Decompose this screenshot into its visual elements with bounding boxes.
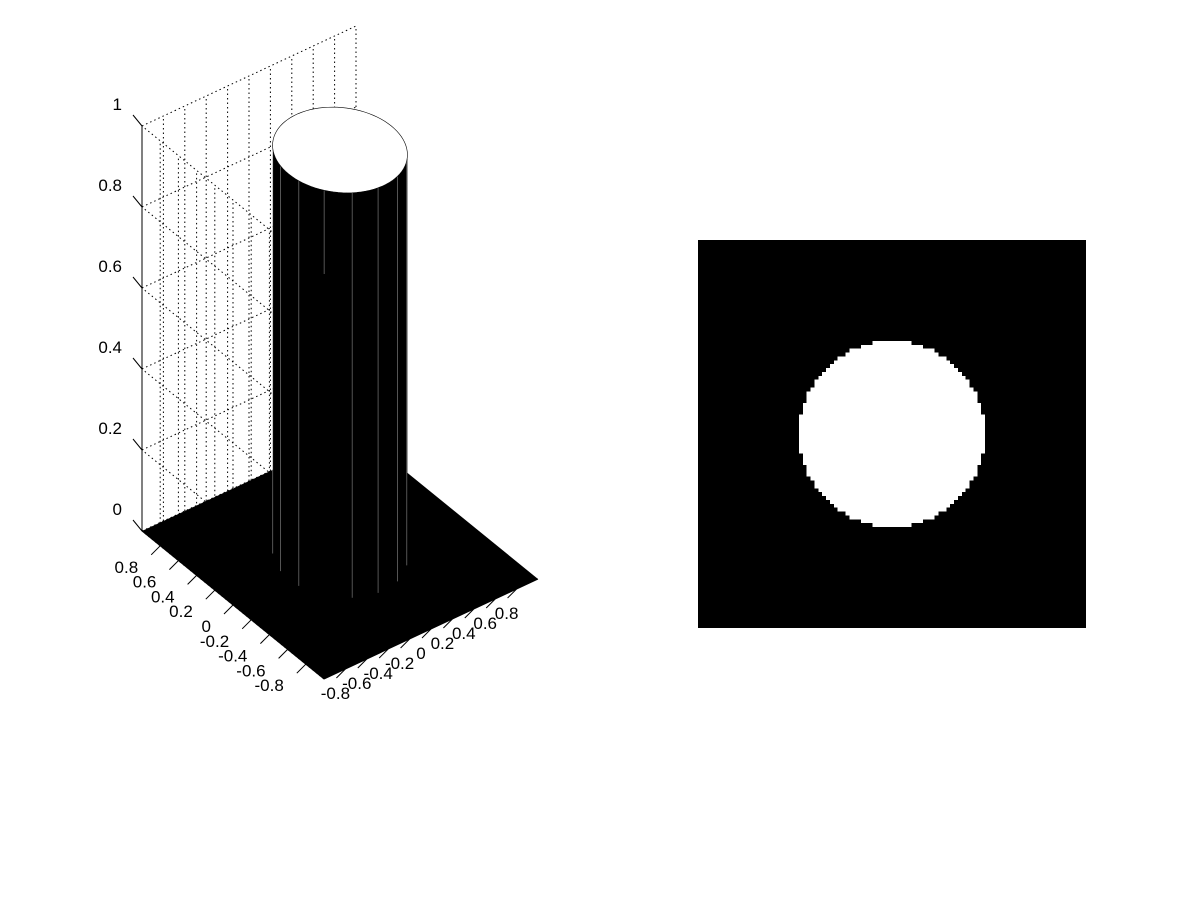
z-tick-label: 0.8 [98, 176, 122, 195]
z-tick-mark [132, 114, 143, 127]
x-tick-mark [464, 608, 475, 619]
x-tick-labels: -0.8-0.6-0.4-0.20 0.20.40.60.8 [321, 588, 519, 703]
y-tick-label: -0.2 [200, 632, 229, 651]
grid-line [141, 206, 325, 356]
y-tick-label: 0 [202, 617, 211, 636]
x-tick-mark [485, 598, 496, 609]
z-tick-mark [132, 276, 143, 289]
x-tick-label: 0.4 [452, 624, 476, 643]
y-tick-mark [296, 663, 307, 674]
x-tick-label: -0.4 [364, 664, 393, 683]
y-tick-mark [187, 575, 197, 585]
y-tick-label: -0.6 [236, 661, 265, 680]
y-tick-mark [223, 604, 234, 615]
x-tick-label: 0.2 [431, 634, 455, 653]
cylinder-surface [142, 106, 538, 679]
image-circle [798, 340, 986, 528]
y-tick-label: 0.4 [151, 587, 175, 606]
z-tick-labels: 0 0.2 0.4 0.6 0.8 1 [98, 95, 143, 532]
z-tick-mark [132, 357, 143, 370]
x-tick-label: -0.8 [321, 684, 350, 703]
z-tick-mark [132, 195, 143, 208]
y-tick-label: 0.6 [133, 573, 157, 592]
y-tick-label: 0.8 [115, 558, 139, 577]
x-tick-mark [378, 648, 389, 659]
grid-line [141, 368, 325, 518]
y-tick-mark [205, 589, 216, 600]
y-tick-label: -0.4 [218, 647, 247, 666]
y-tick-mark [260, 634, 270, 644]
grid-line [141, 187, 357, 289]
grid-line [141, 287, 325, 437]
y-tick-label: 0.2 [169, 602, 193, 621]
y-tick-mark [278, 649, 288, 659]
cylinder-top [272, 106, 408, 194]
grid-line [141, 106, 357, 208]
z-tick-label: 0 [113, 500, 122, 519]
grid-line [141, 125, 325, 275]
y-tick-labels: -0.8-0.6-0.4-0.20 0.20.40.60.8 [115, 545, 307, 695]
z-tick-label: 0.6 [98, 257, 122, 276]
x-tick-label: 0 [416, 644, 425, 663]
x-tick-mark [336, 668, 346, 679]
x-tick-label: 0.6 [473, 614, 497, 633]
grid-line [141, 25, 357, 127]
y-tick-mark [169, 560, 179, 570]
z-tick-label: 1 [113, 95, 122, 114]
z-tick-mark [132, 438, 143, 451]
x-tick-label: -0.6 [342, 674, 371, 693]
x-tick-mark [421, 628, 432, 639]
y-tick-mark [241, 619, 252, 630]
cylinder-body [272, 145, 408, 598]
z-tick-mark [132, 519, 143, 532]
x-tick-mark [443, 618, 453, 629]
y-tick-label: -0.8 [255, 676, 284, 695]
grid-line [141, 349, 357, 451]
grid-line [141, 268, 357, 370]
x-tick-mark [507, 588, 517, 599]
x-tick-mark [357, 658, 368, 669]
z-tick-label: 0.4 [98, 338, 122, 357]
x-tick-label: 0.8 [495, 604, 519, 623]
surface-plot: 00.20.40.60.81 -0.8-0.6-0.4-0.200.20.40.… [98, 25, 539, 703]
x-tick-mark [400, 638, 410, 649]
binary-image-plot [698, 240, 1086, 628]
z-tick-label: 0.2 [98, 419, 122, 438]
x-tick-label: -0.2 [385, 654, 414, 673]
y-tick-mark [150, 545, 161, 556]
